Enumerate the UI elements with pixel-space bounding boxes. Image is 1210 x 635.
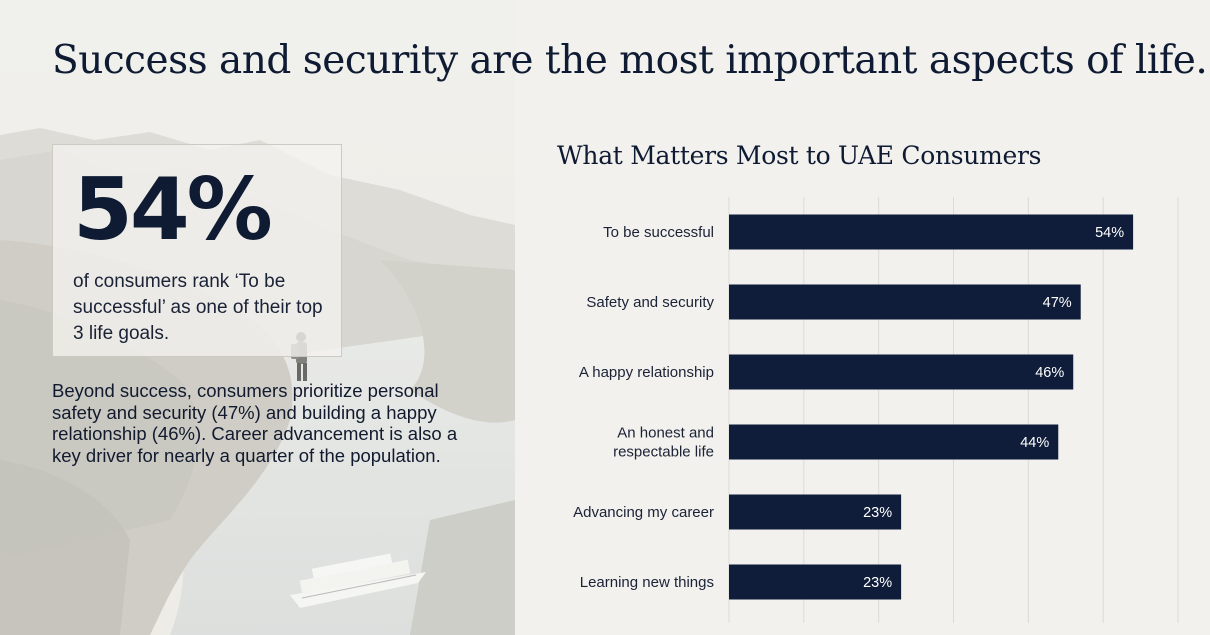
category-label: Safety and security (586, 294, 714, 311)
category-label: An honest and respectable life (613, 425, 714, 461)
cruise-ship-icon (290, 553, 426, 608)
stat-callout-box: 54% of consumers rank ‘To be successful’… (52, 144, 342, 357)
bar (729, 354, 1074, 390)
bar-value-label: 54% (1095, 225, 1124, 241)
bar-value-label: 46% (1035, 365, 1064, 381)
page-headline: Success and security are the most import… (52, 38, 1208, 83)
bar-chart-svg: 54% To be successful 47% Safety and securit… (573, 197, 1179, 623)
stat-caption: of consumers rank ‘To be successful’ as … (73, 271, 323, 344)
gridlines (728, 197, 1179, 623)
bar (729, 424, 1059, 460)
bar-value-label: 47% (1043, 295, 1072, 311)
category-label: A happy relationship (579, 364, 714, 381)
category-label: Advancing my career (573, 504, 714, 521)
bar (729, 494, 902, 530)
bar-chart: 54% To be successful 47% Safety and securit… (520, 195, 1200, 625)
category-label: To be successful (603, 224, 714, 241)
category-label: Learning new things (580, 574, 714, 591)
stat-value: 54% (73, 160, 273, 260)
bar-value-label: 23% (863, 505, 892, 521)
bar-value-label: 23% (863, 575, 892, 591)
bar (729, 564, 902, 600)
summary-paragraph: Beyond success, consumers prioritize per… (52, 380, 458, 466)
bar-value-label: 44% (1020, 435, 1049, 451)
bar (729, 214, 1134, 250)
chart-title: What Matters Most to UAE Consumers (557, 141, 1042, 170)
bar (729, 284, 1081, 320)
